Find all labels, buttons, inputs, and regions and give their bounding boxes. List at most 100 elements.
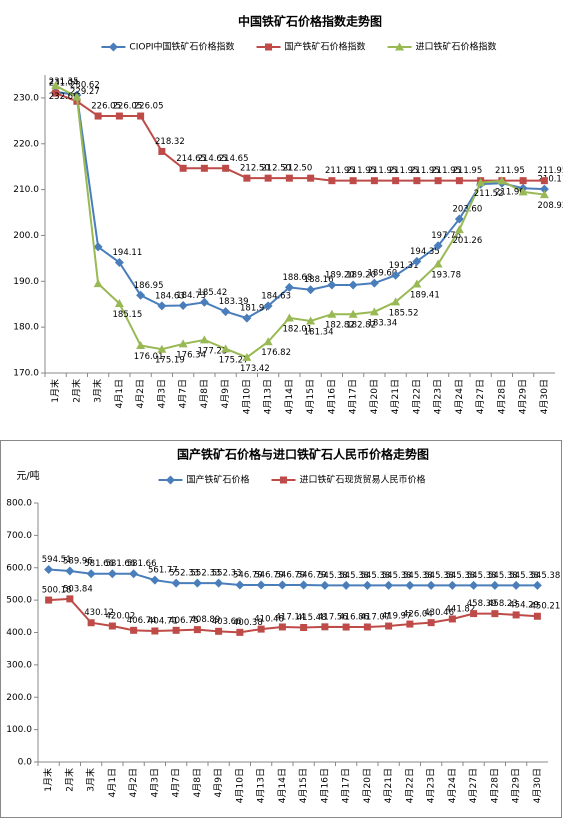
- data-label: 176.34: [176, 350, 206, 360]
- data-label: 226.05: [134, 102, 164, 112]
- data-label: 184.63: [155, 291, 185, 301]
- marker: [243, 174, 251, 182]
- legend-label: 进口铁矿石价格指数: [416, 41, 497, 53]
- marker: [433, 241, 443, 251]
- x-tick-label: 4月14日: [277, 768, 288, 803]
- marker: [447, 580, 457, 590]
- x-tick-label: 4月22日: [411, 379, 422, 414]
- data-label: 214.65: [219, 154, 249, 164]
- legend-label: CIOPI中国铁矿石价格指数: [129, 41, 234, 53]
- data-label: 450.21: [531, 602, 561, 612]
- data-label: 417.14: [276, 612, 306, 622]
- x-tick-label: 2月末: [63, 768, 75, 792]
- marker: [157, 301, 167, 311]
- x-tick-label: 4月9日: [220, 379, 231, 408]
- marker: [363, 623, 371, 631]
- marker: [107, 569, 117, 579]
- marker: [476, 178, 486, 187]
- marker: [348, 309, 358, 318]
- marker: [349, 177, 357, 185]
- marker: [300, 623, 308, 631]
- data-label: 415.48: [297, 613, 327, 623]
- marker: [129, 569, 139, 579]
- x-tick-label: 4月10日: [241, 379, 252, 414]
- marker: [369, 307, 379, 316]
- marker: [242, 352, 252, 361]
- x-tick-label: 4月3日: [149, 768, 160, 797]
- data-label: 226.05: [91, 102, 121, 112]
- data-label: 185.15: [113, 310, 143, 320]
- marker: [108, 622, 116, 630]
- data-label: 231.04: [49, 79, 79, 89]
- data-label: 189.20: [325, 270, 355, 280]
- x-tick-label: 4月2日: [128, 768, 139, 797]
- data-label: 212.50: [283, 164, 313, 174]
- marker: [158, 147, 166, 155]
- data-label: 545.38: [509, 571, 539, 581]
- marker: [512, 611, 520, 619]
- data-label: 211.52: [474, 189, 504, 199]
- marker: [306, 316, 316, 325]
- marker: [222, 164, 230, 172]
- data-label: 417.56: [318, 612, 348, 622]
- marker: [114, 257, 124, 267]
- data-label: 419.97: [382, 612, 412, 622]
- x-tick-label: 4月27日: [475, 379, 486, 414]
- y-tick-label: 300.0: [6, 660, 32, 670]
- data-label: 545.38: [488, 571, 518, 581]
- marker: [455, 177, 463, 185]
- marker: [427, 619, 435, 627]
- marker: [370, 177, 378, 185]
- marker: [306, 285, 316, 295]
- marker: [412, 256, 422, 266]
- y-tick-label: 0.0: [18, 758, 33, 768]
- data-label: 183.34: [368, 318, 398, 328]
- marker: [540, 177, 548, 185]
- marker: [52, 89, 60, 97]
- marker: [137, 112, 145, 120]
- marker: [115, 112, 123, 120]
- marker: [285, 174, 293, 182]
- data-label: 226.05: [113, 102, 143, 112]
- data-label: 185.42: [198, 288, 228, 298]
- marker: [65, 566, 75, 576]
- marker: [539, 190, 549, 199]
- data-label: 545.38: [467, 571, 497, 581]
- data-label: 441.82: [446, 604, 476, 614]
- data-label: 189.60: [368, 269, 398, 279]
- y-tick-label: 190.0: [13, 277, 39, 287]
- marker: [94, 112, 102, 120]
- x-tick-label: 4月7日: [171, 768, 182, 797]
- marker: [193, 626, 201, 634]
- data-label: 420.02: [106, 612, 136, 622]
- marker: [284, 313, 294, 322]
- x-tick-label: 4月24日: [454, 379, 465, 414]
- series-line: [55, 90, 545, 320]
- marker: [391, 270, 401, 280]
- marker: [199, 297, 209, 307]
- data-label: 581.66: [127, 559, 157, 569]
- data-label: 545.38: [339, 571, 369, 581]
- y-tick-label: 700.0: [6, 531, 32, 541]
- data-label: 581.66: [84, 559, 114, 569]
- data-label: 182.82: [325, 321, 355, 331]
- marker: [327, 280, 337, 290]
- marker: [320, 580, 330, 590]
- data-label: 181.97: [240, 304, 270, 314]
- marker: [136, 340, 146, 349]
- marker: [192, 578, 202, 588]
- marker: [157, 344, 167, 353]
- marker: [263, 301, 273, 311]
- marker: [392, 177, 400, 185]
- marker: [362, 580, 372, 590]
- data-label: 546.79: [254, 570, 284, 580]
- data-label: 458.39: [467, 599, 497, 609]
- data-label: 211.95: [389, 166, 419, 176]
- marker: [328, 177, 336, 185]
- marker: [391, 297, 401, 306]
- y-tick-label: 230.0: [13, 93, 39, 103]
- data-label: 416.86: [339, 613, 369, 623]
- marker: [178, 339, 188, 348]
